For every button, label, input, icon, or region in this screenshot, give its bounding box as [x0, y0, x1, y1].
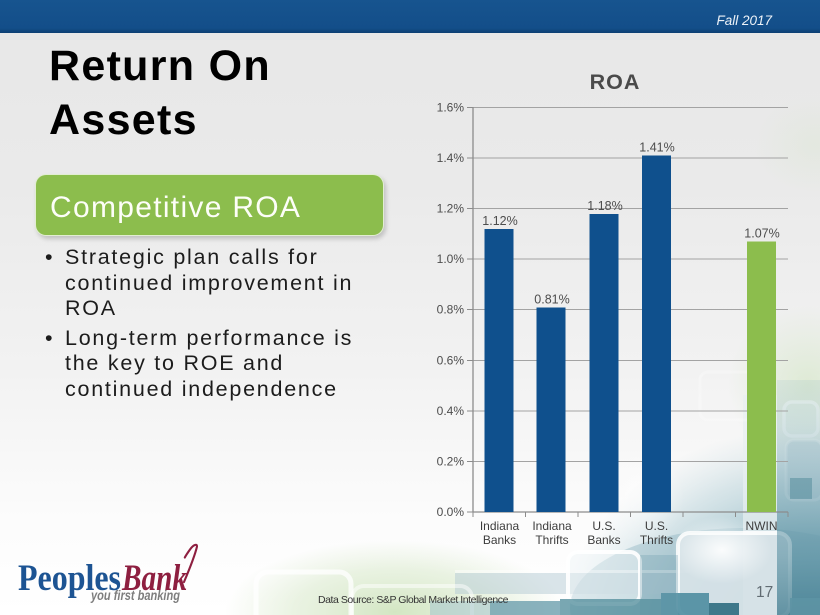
svg-text:0.0%: 0.0%: [437, 505, 465, 519]
svg-text:Banks: Banks: [587, 533, 620, 547]
svg-text:U.S.: U.S.: [592, 519, 615, 533]
svg-text:Indiana: Indiana: [532, 519, 572, 533]
svg-text:0.2%: 0.2%: [437, 455, 465, 469]
svg-text:1.41%: 1.41%: [639, 141, 674, 155]
svg-text:Banks: Banks: [483, 533, 516, 547]
svg-text:1.2%: 1.2%: [437, 202, 465, 216]
svg-text:Thrifts: Thrifts: [535, 533, 568, 547]
svg-text:0.6%: 0.6%: [437, 354, 465, 368]
svg-text:1.07%: 1.07%: [744, 227, 779, 241]
svg-text:1.0%: 1.0%: [437, 252, 465, 266]
svg-text:1.18%: 1.18%: [587, 199, 622, 213]
svg-text:Peoples: Peoples: [18, 558, 121, 599]
svg-text:you first banking: you first banking: [90, 587, 180, 603]
svg-text:NWIN: NWIN: [746, 519, 778, 533]
svg-text:1.12%: 1.12%: [482, 214, 517, 228]
svg-text:1.6%: 1.6%: [437, 101, 465, 115]
svg-text:ROA: ROA: [590, 70, 641, 94]
svg-text:Indiana: Indiana: [480, 519, 520, 533]
svg-text:Bank: Bank: [121, 558, 187, 599]
svg-text:0.8%: 0.8%: [437, 303, 465, 317]
svg-text:Thrifts: Thrifts: [640, 533, 673, 547]
svg-text:0.4%: 0.4%: [437, 404, 465, 418]
svg-text:1.4%: 1.4%: [437, 151, 465, 165]
svg-text:U.S.: U.S.: [645, 519, 668, 533]
svg-text:0.81%: 0.81%: [534, 293, 569, 307]
